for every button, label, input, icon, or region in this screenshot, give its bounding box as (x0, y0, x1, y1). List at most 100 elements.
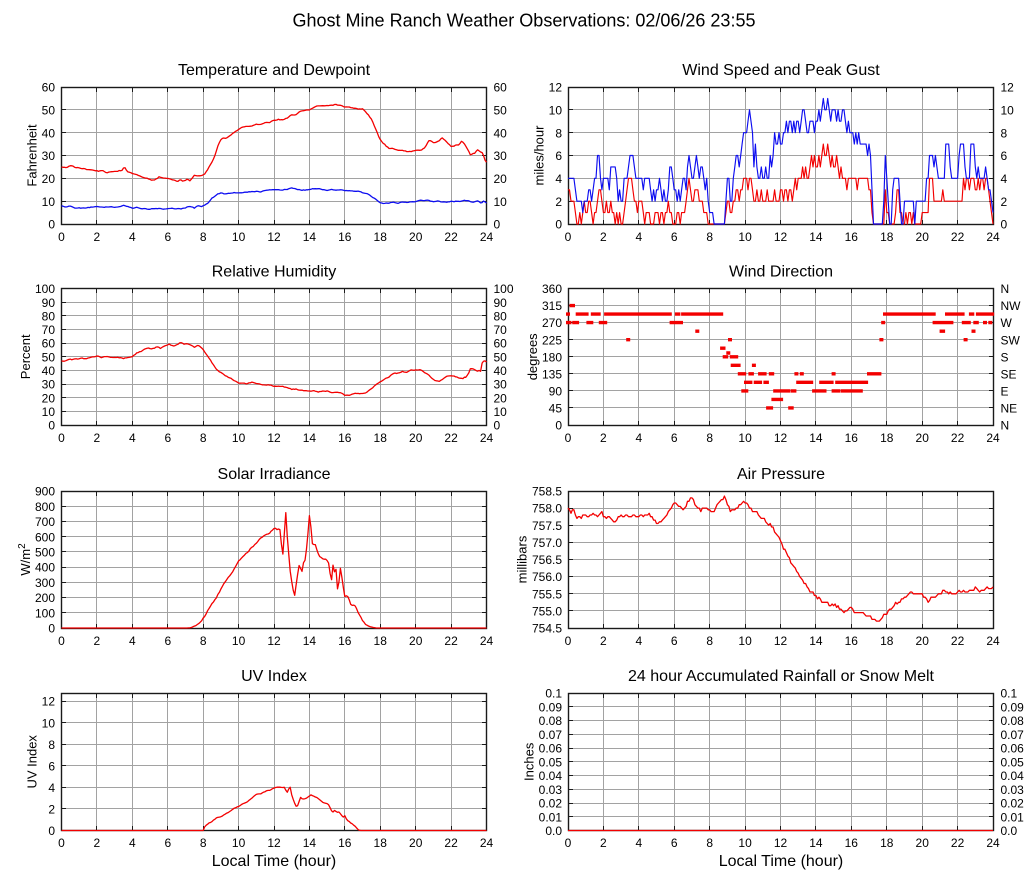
svg-text:8: 8 (706, 634, 713, 648)
svg-text:24 hour Accumulated Rainfall o: 24 hour Accumulated Rainfall or Snow Mel… (628, 668, 934, 685)
svg-text:22: 22 (951, 431, 965, 445)
svg-text:10: 10 (738, 836, 752, 850)
svg-text:20: 20 (916, 431, 930, 445)
svg-text:6: 6 (1001, 149, 1008, 163)
svg-text:4: 4 (129, 230, 136, 244)
svg-text:20: 20 (916, 230, 930, 244)
svg-text:0.1: 0.1 (1001, 687, 1018, 701)
svg-text:6: 6 (164, 230, 171, 244)
svg-text:6: 6 (671, 230, 678, 244)
svg-text:14: 14 (303, 431, 317, 445)
svg-text:8: 8 (200, 230, 207, 244)
svg-text:16: 16 (845, 836, 859, 850)
svg-text:0.02: 0.02 (1001, 797, 1025, 811)
svg-text:2: 2 (600, 836, 607, 850)
svg-text:8: 8 (200, 634, 207, 648)
svg-text:4: 4 (635, 431, 642, 445)
svg-text:12: 12 (774, 836, 788, 850)
svg-text:18: 18 (880, 431, 894, 445)
svg-text:Fahrenheit: Fahrenheit (25, 124, 40, 187)
svg-text:0.02: 0.02 (539, 797, 563, 811)
svg-text:0: 0 (555, 218, 562, 232)
svg-text:12: 12 (267, 634, 281, 648)
svg-text:10: 10 (494, 405, 508, 419)
svg-text:14: 14 (809, 431, 823, 445)
svg-text:8: 8 (706, 836, 713, 850)
svg-text:16: 16 (338, 230, 352, 244)
svg-text:4: 4 (635, 634, 642, 648)
svg-text:10: 10 (738, 634, 752, 648)
svg-text:400: 400 (35, 561, 55, 575)
svg-text:14: 14 (809, 836, 823, 850)
svg-text:6: 6 (671, 836, 678, 850)
svg-text:12: 12 (267, 836, 281, 850)
svg-text:2: 2 (94, 230, 101, 244)
svg-text:12: 12 (267, 431, 281, 445)
svg-text:10: 10 (738, 230, 752, 244)
svg-text:0: 0 (565, 431, 572, 445)
svg-text:360: 360 (542, 282, 562, 296)
svg-text:600: 600 (35, 530, 55, 544)
svg-text:60: 60 (42, 81, 56, 95)
svg-text:8: 8 (706, 431, 713, 445)
svg-text:16: 16 (338, 836, 352, 850)
svg-text:315: 315 (542, 299, 562, 313)
svg-text:16: 16 (845, 230, 859, 244)
svg-text:0.08: 0.08 (539, 714, 563, 728)
svg-text:14: 14 (303, 230, 317, 244)
svg-text:0.09: 0.09 (539, 700, 563, 714)
svg-text:0: 0 (58, 230, 65, 244)
svg-text:0.09: 0.09 (1001, 700, 1025, 714)
svg-text:20: 20 (42, 172, 56, 186)
svg-text:14: 14 (303, 634, 317, 648)
svg-text:30: 30 (42, 378, 56, 392)
svg-text:E: E (1001, 385, 1009, 399)
svg-text:80: 80 (42, 309, 56, 323)
svg-text:2: 2 (94, 431, 101, 445)
svg-text:12: 12 (267, 230, 281, 244)
svg-text:2: 2 (94, 634, 101, 648)
svg-text:757.5: 757.5 (532, 519, 562, 533)
svg-text:18: 18 (374, 634, 388, 648)
svg-text:20: 20 (409, 431, 423, 445)
svg-text:270: 270 (542, 316, 562, 330)
svg-text:miles/hour: miles/hour (532, 125, 547, 186)
svg-text:NW: NW (1001, 299, 1022, 313)
svg-text:10: 10 (42, 716, 56, 730)
svg-text:900: 900 (35, 485, 55, 499)
svg-text:300: 300 (35, 576, 55, 590)
svg-text:0: 0 (494, 419, 501, 433)
svg-text:22: 22 (444, 230, 458, 244)
svg-text:16: 16 (845, 634, 859, 648)
svg-text:8: 8 (706, 230, 713, 244)
svg-text:22: 22 (951, 836, 965, 850)
svg-text:18: 18 (880, 836, 894, 850)
svg-text:0.08: 0.08 (1001, 714, 1025, 728)
svg-text:W: W (1001, 316, 1013, 330)
svg-text:180: 180 (542, 350, 562, 364)
svg-text:8: 8 (200, 836, 207, 850)
svg-text:135: 135 (542, 367, 562, 381)
svg-text:100: 100 (494, 282, 514, 296)
svg-text:10: 10 (232, 634, 246, 648)
svg-text:756.5: 756.5 (532, 553, 562, 567)
svg-text:10: 10 (232, 431, 246, 445)
svg-text:12: 12 (1001, 81, 1015, 95)
svg-text:14: 14 (809, 634, 823, 648)
svg-text:90: 90 (494, 296, 508, 310)
svg-text:756.0: 756.0 (532, 570, 562, 584)
svg-text:4: 4 (635, 836, 642, 850)
svg-text:8: 8 (200, 431, 207, 445)
svg-text:0: 0 (1001, 218, 1008, 232)
svg-text:NE: NE (1001, 402, 1018, 416)
svg-text:50: 50 (494, 350, 508, 364)
svg-text:0: 0 (48, 218, 55, 232)
svg-text:18: 18 (374, 836, 388, 850)
svg-text:S: S (1001, 350, 1009, 364)
svg-text:10: 10 (1001, 103, 1015, 117)
svg-text:4: 4 (129, 634, 136, 648)
svg-text:6: 6 (671, 431, 678, 445)
svg-text:60: 60 (494, 337, 508, 351)
svg-text:30: 30 (494, 378, 508, 392)
svg-text:0: 0 (555, 419, 562, 433)
